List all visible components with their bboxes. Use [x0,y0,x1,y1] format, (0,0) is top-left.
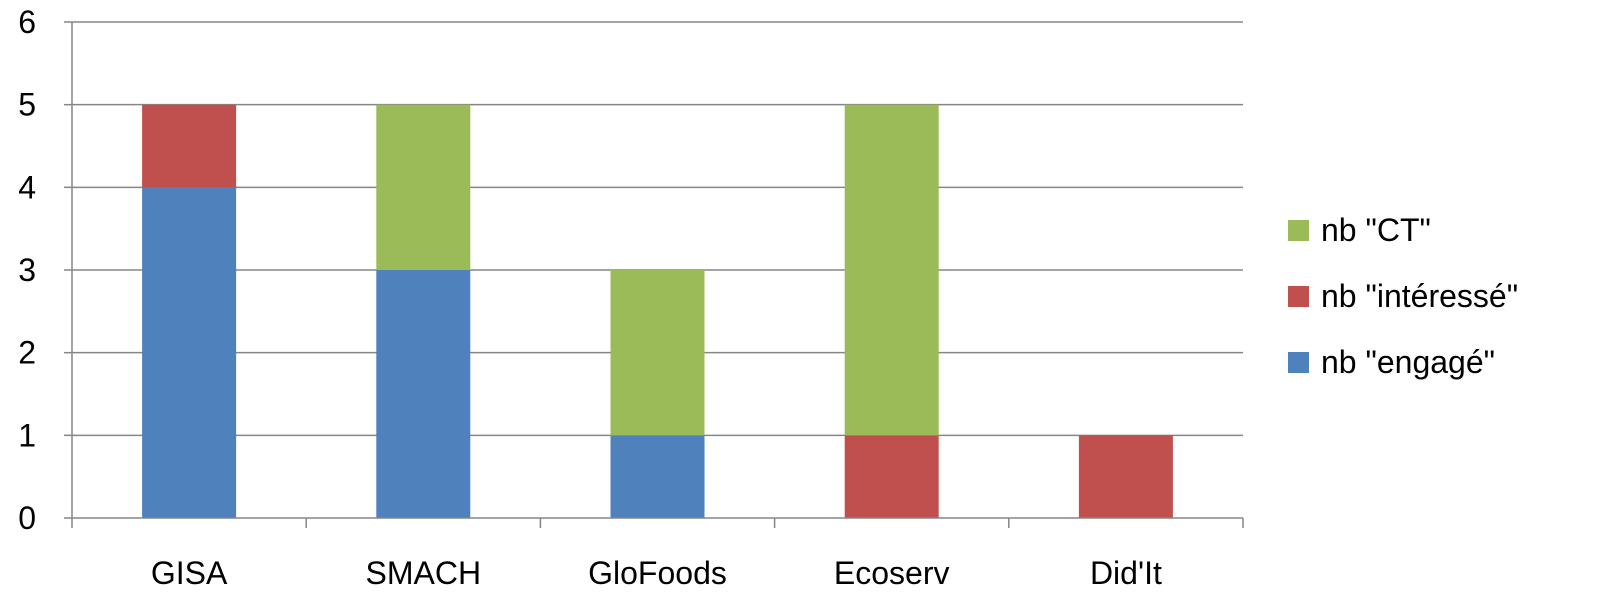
x-tick-label: GISA [151,555,228,591]
bar-segment [1078,435,1173,518]
y-tick-label: 1 [18,417,36,453]
bar-segment [142,104,237,188]
bar-segment [142,187,237,519]
y-tick-labels: 0 1 2 3 4 5 6 [18,4,36,536]
x-tick-label: Did'It [1090,555,1162,591]
axes [64,21,1244,528]
legend-swatch [1288,219,1309,241]
x-tick-label: Ecoserv [834,555,950,591]
bar-segment [610,270,705,436]
x-tick-label: GloFoods [588,555,727,591]
legend-label: nb "intéressé" [1321,277,1519,314]
legend-label: nb "engagé" [1321,343,1495,380]
y-tick-label: 0 [18,500,36,536]
legend: nb "CT" nb "intéressé" nb "engagé" [1288,210,1518,408]
x-tick-labels: GISA SMACH GloFoods Ecoserv Did'It [151,555,1162,591]
y-tick-label: 6 [18,4,36,40]
legend-item: nb "CT" [1288,210,1518,250]
bar-segment [844,435,939,518]
legend-swatch [1288,351,1309,373]
y-tick-label: 2 [18,335,36,371]
y-tick-label: 3 [18,252,36,288]
bars [142,104,1173,519]
bar-segment [376,104,471,271]
bar-segment [844,104,939,436]
legend-item: nb "engagé" [1288,342,1518,382]
legend-swatch [1288,285,1309,307]
bar-segment [610,435,705,518]
legend-item: nb "intéressé" [1288,276,1518,316]
bar-segment [376,270,471,518]
y-tick-label: 4 [18,169,36,205]
y-tick-label: 5 [18,87,36,123]
legend-label: nb "CT" [1321,211,1431,248]
x-tick-label: SMACH [366,555,482,591]
